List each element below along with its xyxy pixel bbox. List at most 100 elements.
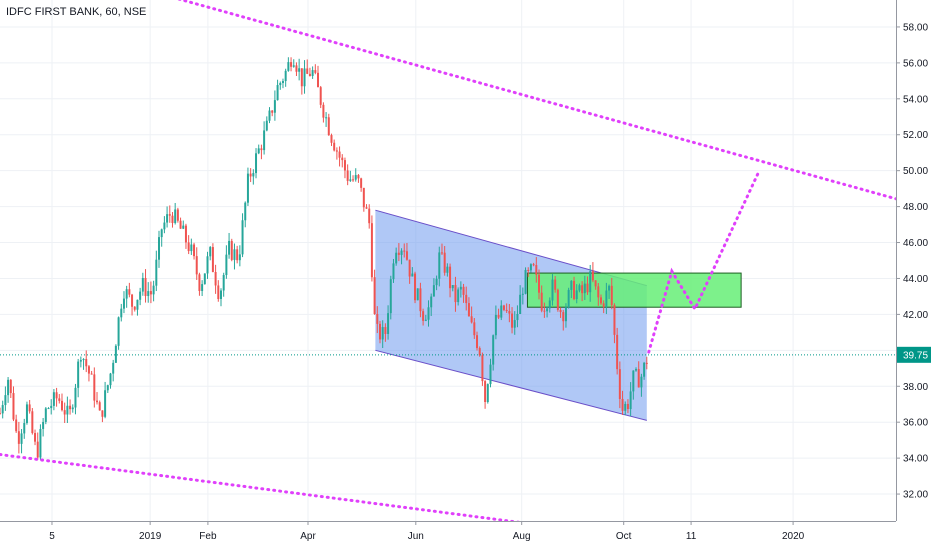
candle-body bbox=[405, 251, 408, 260]
candle-body bbox=[341, 157, 344, 161]
chart-title: IDFC FIRST BANK, 60, NSE bbox=[6, 6, 147, 18]
candle-body bbox=[440, 252, 443, 254]
annotation-back-layer bbox=[375, 209, 742, 421]
y-tick-label: 38.00 bbox=[903, 382, 928, 393]
candle-body bbox=[246, 173, 249, 203]
candle-body bbox=[354, 175, 357, 180]
last-price-label: 39.75 bbox=[903, 350, 928, 361]
candle-body bbox=[322, 104, 325, 118]
last-price-badge bbox=[897, 346, 931, 363]
y-tick-label: 58.00 bbox=[903, 22, 928, 33]
candle-body bbox=[34, 433, 37, 442]
x-tick-label: Apr bbox=[300, 531, 316, 542]
candle-body bbox=[599, 297, 602, 304]
candle-body bbox=[378, 323, 381, 340]
candle-body bbox=[613, 305, 616, 335]
x-tick-label: 2020 bbox=[782, 531, 805, 542]
candle-body bbox=[618, 369, 621, 399]
candle-body bbox=[82, 359, 85, 361]
candle-body bbox=[608, 285, 611, 291]
candle-body bbox=[502, 305, 505, 310]
candle-body bbox=[497, 314, 500, 318]
candle-body bbox=[352, 179, 355, 181]
candle-body bbox=[201, 284, 204, 291]
resistance-zone bbox=[526, 272, 742, 308]
candle-body bbox=[632, 370, 635, 392]
candle-body bbox=[273, 100, 276, 113]
upper-trendline bbox=[176, 0, 926, 209]
candle-body bbox=[535, 265, 538, 275]
candle-body bbox=[292, 65, 295, 67]
candle-body bbox=[12, 393, 15, 420]
candle-body bbox=[578, 285, 581, 291]
candle-body bbox=[122, 298, 125, 309]
candle-body bbox=[637, 369, 640, 388]
candle-body bbox=[559, 309, 562, 313]
candle-body bbox=[543, 310, 546, 312]
candle-body bbox=[370, 223, 373, 278]
annotation-front-layer bbox=[0, 0, 926, 532]
candle-body bbox=[219, 290, 222, 299]
candle-body bbox=[244, 202, 247, 221]
candle-layer bbox=[0, 57, 648, 460]
candle-body bbox=[241, 220, 244, 255]
candle-body bbox=[77, 361, 80, 388]
candle-body bbox=[392, 263, 395, 280]
candle-body bbox=[554, 279, 557, 290]
candle-body bbox=[44, 408, 47, 422]
y-axis-panel bbox=[896, 0, 932, 550]
candle-body bbox=[435, 278, 438, 286]
candle-body bbox=[454, 285, 457, 303]
candle-body bbox=[349, 179, 352, 181]
candle-body bbox=[548, 300, 551, 309]
candle-body bbox=[513, 320, 516, 328]
candle-body bbox=[449, 266, 452, 289]
candle-body bbox=[147, 291, 150, 297]
candle-body bbox=[47, 408, 50, 410]
candle-body bbox=[1, 405, 4, 414]
candle-body bbox=[85, 359, 88, 367]
candle-body bbox=[451, 285, 454, 289]
candle-body bbox=[381, 327, 384, 340]
y-tick-label: 36.00 bbox=[903, 418, 928, 429]
candle-body bbox=[575, 290, 578, 300]
candle-body bbox=[532, 264, 535, 266]
y-tick-label: 34.00 bbox=[903, 454, 928, 465]
candle-body bbox=[583, 283, 586, 294]
candle-body bbox=[438, 252, 441, 279]
candle-body bbox=[36, 441, 39, 458]
candle-body bbox=[414, 273, 417, 301]
candle-body bbox=[519, 294, 522, 314]
candle-body bbox=[308, 73, 311, 76]
candle-body bbox=[236, 249, 239, 261]
candle-body bbox=[616, 334, 619, 370]
lower-trendline bbox=[0, 453, 579, 532]
candle-body bbox=[136, 299, 139, 310]
candle-body bbox=[120, 308, 123, 318]
candle-body bbox=[478, 348, 481, 356]
candle-body bbox=[96, 400, 99, 403]
candle-body bbox=[395, 252, 398, 264]
candle-body bbox=[179, 220, 182, 229]
candle-body bbox=[90, 373, 93, 375]
candle-body bbox=[190, 244, 193, 252]
candle-body bbox=[605, 290, 608, 307]
candle-body bbox=[621, 398, 624, 411]
y-tick-label: 50.00 bbox=[903, 166, 928, 177]
candle-body bbox=[645, 362, 648, 364]
candle-body bbox=[203, 273, 206, 285]
candle-body bbox=[397, 252, 400, 255]
candle-body bbox=[408, 259, 411, 277]
projected-path bbox=[647, 170, 760, 354]
candle-body bbox=[230, 240, 233, 260]
y-tick-label: 56.00 bbox=[903, 58, 928, 69]
candle-body bbox=[42, 421, 45, 429]
candle-body bbox=[524, 269, 527, 294]
candle-body bbox=[462, 286, 465, 295]
candle-body bbox=[470, 316, 473, 323]
candle-body bbox=[166, 214, 169, 223]
candle-body bbox=[505, 309, 508, 312]
candle-body bbox=[629, 391, 632, 410]
candle-body bbox=[284, 70, 287, 82]
